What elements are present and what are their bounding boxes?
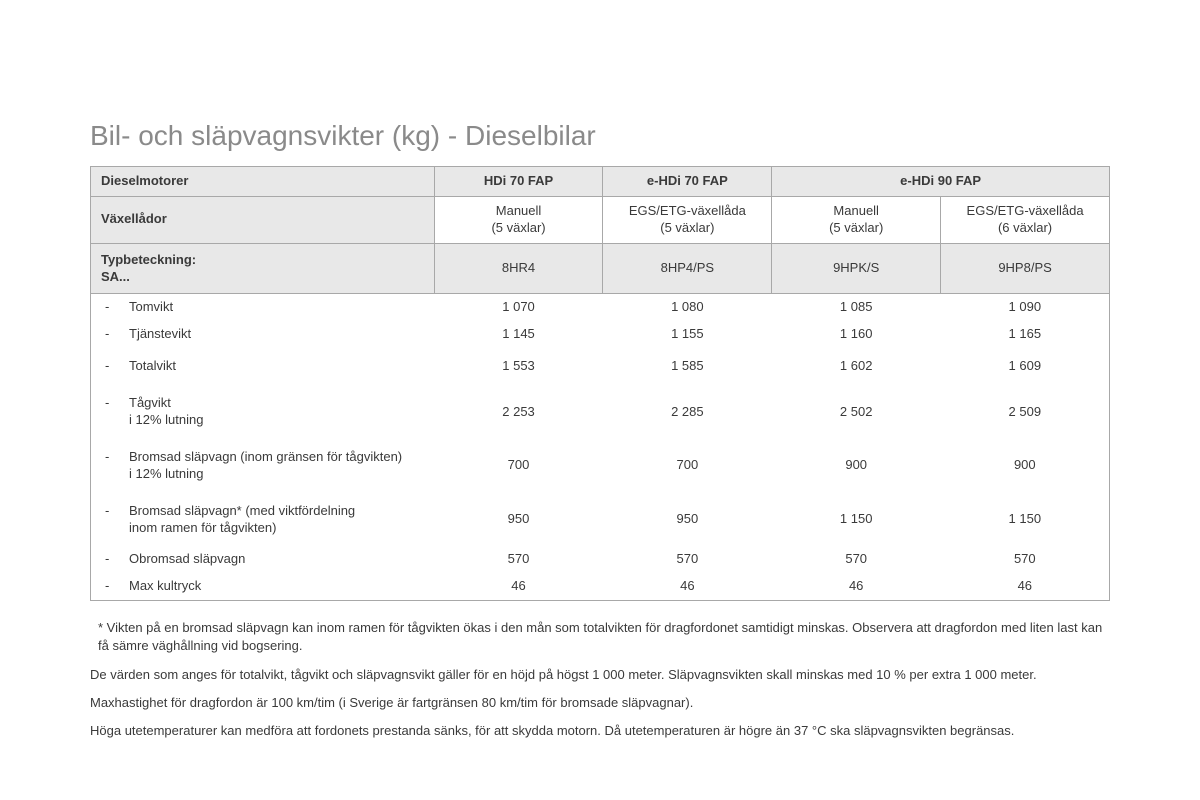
cell: 46 <box>941 573 1110 600</box>
cell: 950 <box>434 493 603 547</box>
row-label: Tomvikt <box>91 294 435 321</box>
footnote-4: Höga utetemperaturer kan medföra att for… <box>90 722 1110 740</box>
cell: 700 <box>434 439 603 493</box>
cell: 1 602 <box>772 348 941 385</box>
cell: 1 150 <box>772 493 941 547</box>
cell: 2 502 <box>772 385 941 439</box>
engine-col-0: HDi 70 FAP <box>434 167 603 197</box>
engine-col-1: e-HDi 70 FAP <box>603 167 772 197</box>
engines-label: Dieselmotorer <box>91 167 435 197</box>
typecode-3: 9HP8/PS <box>941 243 1110 294</box>
page-title: Bil- och släpvagnsvikter (kg) - Dieselbi… <box>90 120 1110 152</box>
typecode-2: 9HPK/S <box>772 243 941 294</box>
cell: 1 585 <box>603 348 772 385</box>
cell: 1 609 <box>941 348 1110 385</box>
gearbox-col-1: EGS/ETG-växellåda(5 växlar) <box>603 196 772 243</box>
row-label: Totalvikt <box>91 348 435 385</box>
typecode-0: 8HR4 <box>434 243 603 294</box>
weights-table: Dieselmotorer HDi 70 FAP e-HDi 70 FAP e-… <box>90 166 1110 601</box>
cell: 1 553 <box>434 348 603 385</box>
cell: 700 <box>603 439 772 493</box>
row-label: Tågvikti 12% lutning <box>91 385 435 439</box>
table-row: Tågvikti 12% lutning2 2532 2852 5022 509 <box>91 385 1110 439</box>
row-label: Tjänstevikt <box>91 321 435 348</box>
row-label: Bromsad släpvagn (inom gränsen för tågvi… <box>91 439 435 493</box>
cell: 570 <box>603 546 772 573</box>
table-row: Obromsad släpvagn570570570570 <box>91 546 1110 573</box>
cell: 46 <box>772 573 941 600</box>
row-label: Obromsad släpvagn <box>91 546 435 573</box>
table-row: Bromsad släpvagn* (med viktfördelningino… <box>91 493 1110 547</box>
cell: 2 509 <box>941 385 1110 439</box>
cell: 1 085 <box>772 294 941 321</box>
cell: 1 165 <box>941 321 1110 348</box>
cell: 1 150 <box>941 493 1110 547</box>
engine-col-2: e-HDi 90 FAP <box>772 167 1110 197</box>
gearbox-col-0: Manuell(5 växlar) <box>434 196 603 243</box>
footnote-1: * Vikten på en bromsad släpvagn kan inom… <box>90 619 1110 655</box>
table-row: Max kultryck46464646 <box>91 573 1110 600</box>
row-label: Bromsad släpvagn* (med viktfördelningino… <box>91 493 435 547</box>
cell: 1 145 <box>434 321 603 348</box>
cell: 950 <box>603 493 772 547</box>
cell: 570 <box>941 546 1110 573</box>
cell: 2 253 <box>434 385 603 439</box>
footnotes: * Vikten på en bromsad släpvagn kan inom… <box>90 619 1110 740</box>
cell: 900 <box>941 439 1110 493</box>
footnote-3: Maxhastighet för dragfordon är 100 km/ti… <box>90 694 1110 712</box>
gearbox-label: Växellådor <box>91 196 435 243</box>
cell: 1 070 <box>434 294 603 321</box>
typecode-label: Typbeteckning:SA... <box>91 243 435 294</box>
cell: 46 <box>434 573 603 600</box>
cell: 570 <box>434 546 603 573</box>
table-row: Bromsad släpvagn (inom gränsen för tågvi… <box>91 439 1110 493</box>
cell: 1 080 <box>603 294 772 321</box>
cell: 900 <box>772 439 941 493</box>
cell: 1 160 <box>772 321 941 348</box>
cell: 1 155 <box>603 321 772 348</box>
table-row: Totalvikt1 5531 5851 6021 609 <box>91 348 1110 385</box>
table-row: Tjänstevikt1 1451 1551 1601 165 <box>91 321 1110 348</box>
gearbox-col-3: EGS/ETG-växellåda(6 växlar) <box>941 196 1110 243</box>
gearbox-col-2: Manuell(5 växlar) <box>772 196 941 243</box>
typecode-1: 8HP4/PS <box>603 243 772 294</box>
row-label: Max kultryck <box>91 573 435 600</box>
cell: 2 285 <box>603 385 772 439</box>
table-row: Tomvikt1 0701 0801 0851 090 <box>91 294 1110 321</box>
cell: 46 <box>603 573 772 600</box>
cell: 570 <box>772 546 941 573</box>
cell: 1 090 <box>941 294 1110 321</box>
footnote-2: De värden som anges för totalvikt, tågvi… <box>90 666 1110 684</box>
